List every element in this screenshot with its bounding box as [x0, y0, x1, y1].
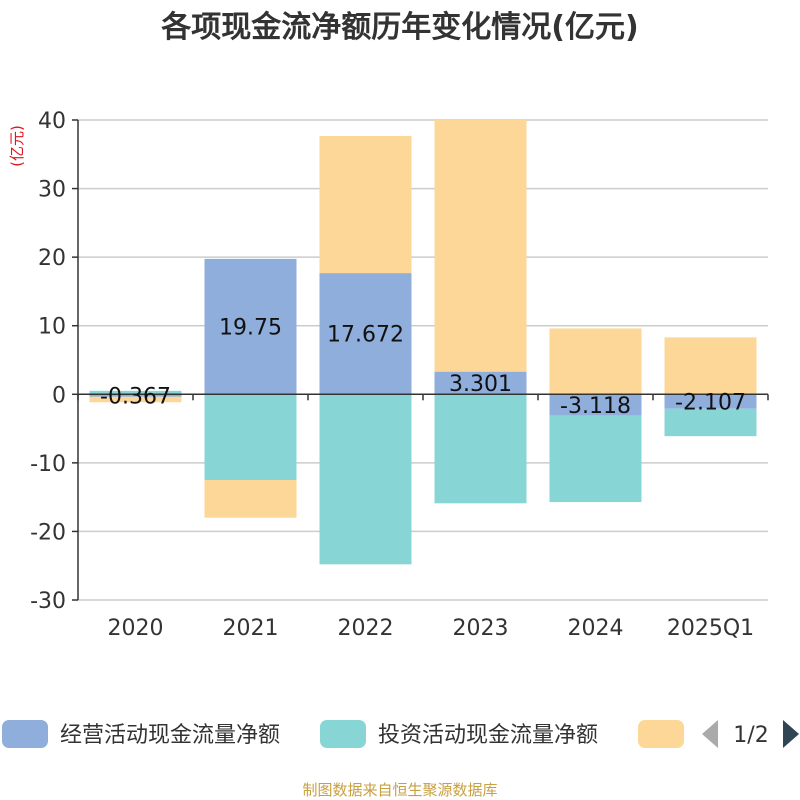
legend-label[interactable]: 投资活动现金流量净额: [378, 723, 598, 748]
bar-series-2-2021: [204, 394, 297, 480]
bar-series-3-2023: [434, 119, 527, 372]
x-tick-label: 2023: [453, 616, 509, 641]
bar-series-3-2020: [89, 396, 182, 403]
bar-series-1-2022: [319, 273, 412, 395]
x-tick-label: 2024: [568, 616, 624, 641]
legend: 经营活动现金流量净额 投资活动现金流量净额 1/2: [2, 720, 799, 748]
bar-series-3-2021: [204, 480, 297, 518]
gridlines: [78, 119, 768, 601]
y-tick-label: 30: [38, 178, 66, 203]
bar-series-2-2023: [434, 394, 527, 504]
legend-swatch[interactable]: [638, 720, 684, 748]
y-tick-label: 0: [52, 383, 66, 408]
y-tick-label: -10: [30, 452, 66, 477]
bar-series-1-2021: [204, 258, 297, 395]
data-label: -3.118: [560, 394, 631, 419]
x-tick-label: 2025Q1: [667, 616, 754, 641]
data-label: 17.672: [327, 323, 404, 348]
y-tick-label: 10: [38, 315, 66, 340]
bar-series-2-2024: [549, 415, 642, 503]
legend-label[interactable]: 经营活动现金流量净额: [60, 723, 280, 748]
y-axis-label: (亿元): [8, 125, 26, 167]
data-label: -0.367: [100, 385, 171, 410]
x-tick-label: 2022: [338, 616, 394, 641]
data-label: 19.75: [219, 316, 282, 341]
source-note: 制图数据来自恒生聚源数据库: [302, 781, 497, 799]
y-tick-label: -30: [30, 589, 66, 614]
bar-series-1-2023: [434, 371, 527, 395]
bars: [89, 119, 757, 565]
legend-prev-icon[interactable]: [702, 720, 718, 748]
y-tick-label: 20: [38, 246, 66, 271]
y-tick-label: 40: [38, 109, 66, 134]
bar-series-2-2020: [89, 390, 182, 395]
bar-series-1-2024: [549, 394, 642, 416]
data-label: -2.107: [675, 391, 746, 416]
data-labels: -0.367 19.75 17.672 3.301 -3.118 -2.107: [100, 316, 746, 419]
legend-next-icon[interactable]: [783, 720, 799, 748]
bar-series-2-2022: [319, 394, 412, 565]
legend-page-indicator: 1/2: [733, 723, 768, 748]
legend-swatch[interactable]: [320, 720, 366, 748]
bar-series-3-2024: [549, 328, 642, 395]
data-label: 3.301: [449, 372, 512, 397]
bar-series-3-2022: [319, 135, 412, 274]
bar-series-3-2025Q1: [664, 337, 757, 395]
x-tick-label: 2020: [108, 616, 164, 641]
bar-series-1-2025Q1: [664, 394, 757, 409]
y-tick-label: -20: [30, 520, 66, 545]
x-tick-label: 2021: [223, 616, 279, 641]
bar-series-2-2025Q1: [664, 408, 757, 437]
bar-series-1-2020: [89, 394, 182, 397]
axes: 40 30 20 10 0 -10 -20 -30 2020 2021 2022 2023 2024 20…: [30, 109, 769, 641]
legend-swatch[interactable]: [2, 720, 48, 748]
chart-title: 各项现金流净额历年变化情况(亿元): [160, 10, 638, 45]
